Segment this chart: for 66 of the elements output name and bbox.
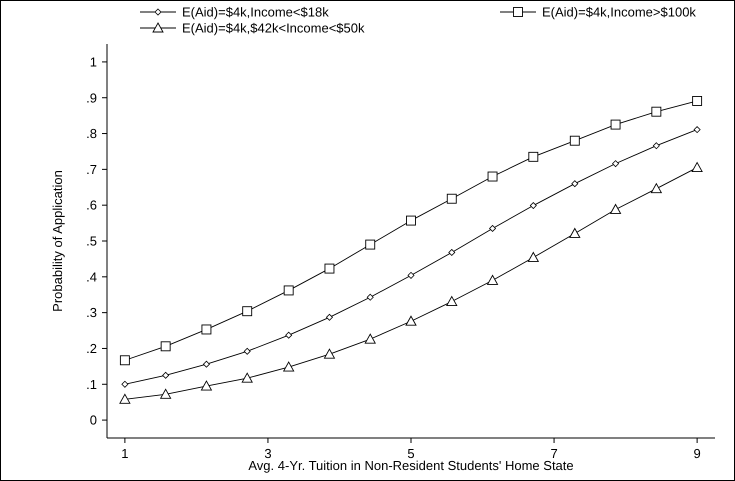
x-tick-label: 7 (550, 446, 558, 461)
point (326, 314, 333, 321)
y-tick-label: .2 (86, 341, 97, 356)
x-tick-label: 1 (121, 446, 128, 461)
point (528, 252, 539, 262)
x-tick-label: 3 (264, 446, 272, 461)
point (324, 264, 334, 274)
point (612, 160, 619, 168)
point (242, 306, 252, 316)
point (121, 380, 128, 388)
point (570, 136, 580, 146)
point (200, 380, 212, 391)
point (448, 249, 456, 256)
point (366, 294, 374, 301)
point (610, 120, 621, 130)
point (650, 183, 662, 194)
point (651, 106, 662, 117)
point (203, 360, 210, 368)
y-tick-label: .9 (86, 90, 97, 106)
y-axis-title: Probability of Application (50, 170, 65, 312)
y-tick-label: .1 (86, 376, 97, 392)
point (242, 372, 253, 383)
y-tick-label: .6 (86, 198, 97, 213)
point (365, 240, 376, 250)
point (284, 285, 294, 296)
point (487, 274, 498, 285)
point (119, 394, 130, 404)
point (489, 225, 496, 232)
y-tick-label: .7 (86, 162, 97, 177)
y-tick-label: .4 (86, 269, 97, 284)
y-tick-label: .8 (86, 126, 97, 142)
point (160, 388, 172, 399)
point (569, 228, 580, 238)
point (160, 341, 171, 352)
point (406, 216, 416, 226)
legend-label: E(Aid)=$4k,Income<$18k (182, 4, 330, 20)
point (571, 180, 578, 188)
point (244, 348, 251, 355)
point (285, 332, 292, 339)
point (694, 126, 701, 134)
point (488, 172, 498, 182)
point (530, 202, 537, 209)
y-tick-label: 1 (90, 54, 97, 70)
legend-label: E(Aid)=$4k,Income>$100k (542, 4, 696, 20)
point (324, 348, 335, 359)
legend-label: E(Aid)=$4k,$42k<Income<$50k (182, 20, 365, 36)
point (201, 324, 212, 334)
x-tick-label: 5 (407, 446, 415, 461)
point (162, 372, 170, 379)
point (692, 162, 703, 172)
point (528, 152, 538, 162)
y-tick-label: 0 (90, 412, 97, 428)
point (652, 142, 660, 150)
point (446, 296, 458, 306)
point (120, 355, 130, 366)
point (283, 362, 294, 372)
y-tick-label: .5 (86, 234, 97, 249)
x-axis-title: Avg. 4-Yr. Tuition in Non-Resident Students' Home State (248, 458, 574, 473)
point (692, 96, 702, 106)
point (610, 204, 622, 214)
point (408, 272, 414, 279)
point (364, 334, 376, 344)
point (406, 316, 416, 326)
y-tick-label: .3 (86, 305, 97, 320)
point (446, 194, 457, 204)
x-tick-label: 9 (694, 446, 701, 461)
